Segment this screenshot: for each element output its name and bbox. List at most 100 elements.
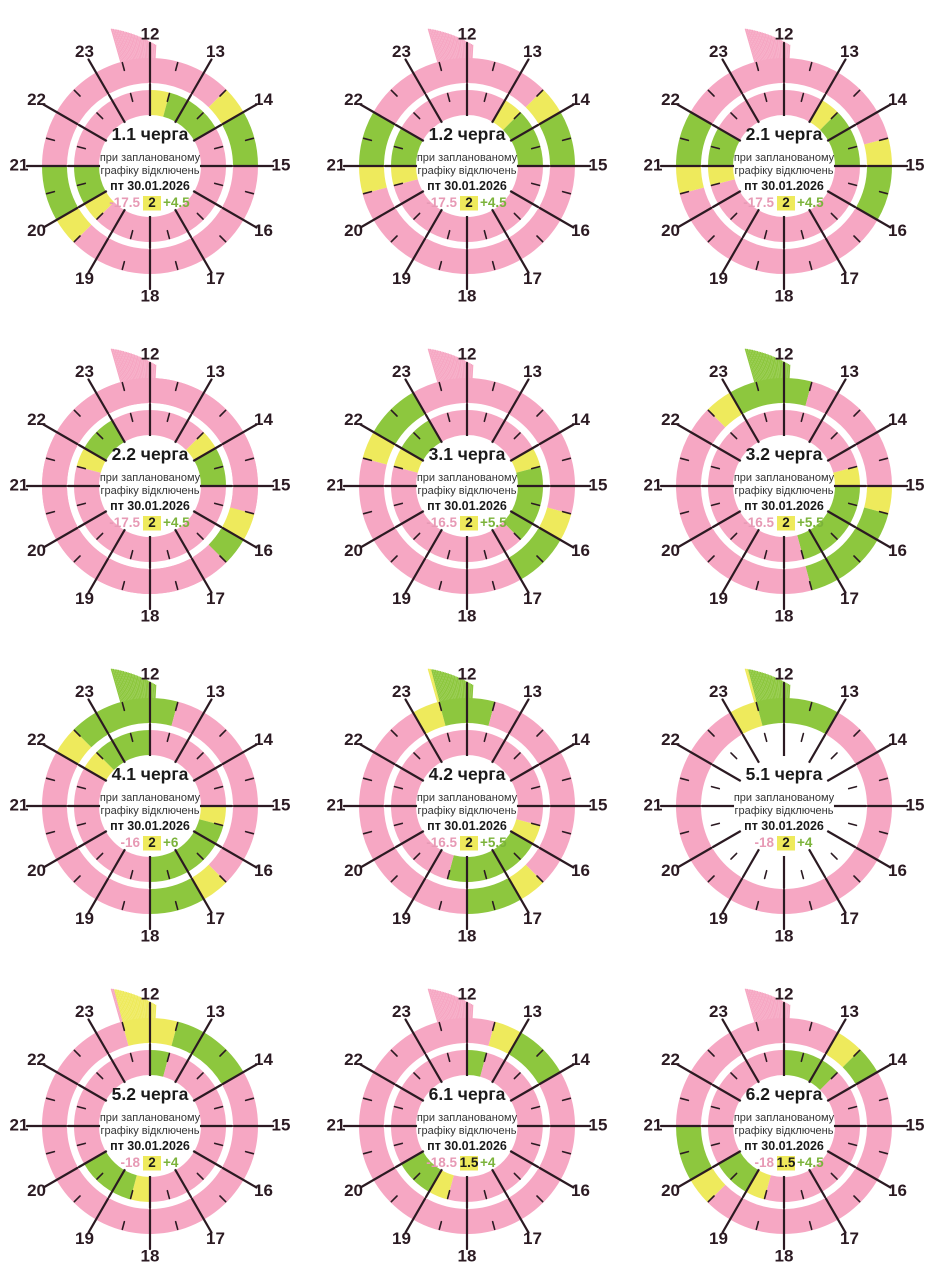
svg-text:19: 19 (392, 269, 411, 288)
svg-text:+4.5: +4.5 (797, 1155, 824, 1170)
svg-text:пт 30.01.2026: пт 30.01.2026 (110, 1139, 190, 1153)
svg-text:14: 14 (254, 730, 273, 749)
svg-text:пт 30.01.2026: пт 30.01.2026 (110, 179, 190, 193)
svg-text:2: 2 (148, 835, 156, 850)
svg-text:при запланованому: при запланованому (734, 472, 835, 484)
svg-text:+4: +4 (797, 835, 813, 850)
svg-text:14: 14 (888, 730, 907, 749)
svg-text:5.2 черга: 5.2 черга (112, 1084, 189, 1104)
svg-text:12: 12 (775, 984, 794, 1003)
svg-text:23: 23 (709, 682, 728, 701)
svg-text:20: 20 (661, 861, 680, 880)
svg-text:графіку відключень: графіку відключень (101, 485, 200, 497)
svg-text:-16.5: -16.5 (426, 515, 457, 530)
svg-text:21: 21 (644, 155, 663, 174)
svg-text:13: 13 (840, 682, 859, 701)
svg-text:13: 13 (840, 362, 859, 381)
svg-text:20: 20 (661, 541, 680, 560)
svg-text:13: 13 (840, 1002, 859, 1021)
svg-text:21: 21 (644, 1115, 663, 1134)
svg-text:14: 14 (888, 1050, 907, 1069)
svg-text:4.2 черга: 4.2 черга (429, 764, 506, 784)
svg-text:21: 21 (10, 475, 29, 494)
svg-text:1.5: 1.5 (777, 1155, 796, 1170)
svg-text:2: 2 (148, 1155, 156, 1170)
svg-text:19: 19 (392, 909, 411, 928)
svg-text:20: 20 (344, 541, 363, 560)
svg-text:16: 16 (888, 861, 907, 880)
svg-text:13: 13 (206, 1002, 225, 1021)
svg-text:12: 12 (458, 24, 477, 43)
svg-text:при запланованому: при запланованому (417, 792, 518, 804)
svg-text:3.1 черга: 3.1 черга (429, 444, 506, 464)
svg-text:-18.5: -18.5 (426, 1155, 457, 1170)
svg-text:-17.5: -17.5 (743, 195, 774, 210)
svg-text:16: 16 (254, 221, 273, 240)
svg-text:пт 30.01.2026: пт 30.01.2026 (744, 179, 824, 193)
svg-text:+5.5: +5.5 (480, 835, 507, 850)
svg-text:17: 17 (840, 269, 859, 288)
svg-text:20: 20 (27, 221, 46, 240)
svg-text:15: 15 (906, 475, 925, 494)
svg-text:графіку відключень: графіку відключень (418, 1125, 517, 1137)
svg-text:6.2 черга: 6.2 черга (746, 1084, 823, 1104)
svg-text:при запланованому: при запланованому (417, 472, 518, 484)
svg-text:пт 30.01.2026: пт 30.01.2026 (110, 499, 190, 513)
svg-text:19: 19 (392, 589, 411, 608)
svg-text:6.1 черга: 6.1 черга (429, 1084, 506, 1104)
svg-text:-16.5: -16.5 (426, 835, 457, 850)
svg-text:23: 23 (392, 1002, 411, 1021)
svg-text:пт 30.01.2026: пт 30.01.2026 (427, 179, 507, 193)
svg-text:16: 16 (888, 221, 907, 240)
svg-text:19: 19 (709, 269, 728, 288)
svg-text:4.1 черга: 4.1 черга (112, 764, 189, 784)
svg-text:22: 22 (661, 410, 680, 429)
svg-text:17: 17 (840, 909, 859, 928)
svg-text:+5.5: +5.5 (797, 515, 824, 530)
svg-text:19: 19 (75, 1229, 94, 1248)
svg-text:23: 23 (75, 42, 94, 61)
svg-text:14: 14 (888, 410, 907, 429)
svg-text:21: 21 (644, 795, 663, 814)
svg-text:пт 30.01.2026: пт 30.01.2026 (110, 819, 190, 833)
svg-text:15: 15 (906, 795, 925, 814)
svg-text:15: 15 (906, 1115, 925, 1134)
svg-text:14: 14 (571, 730, 590, 749)
svg-text:пт 30.01.2026: пт 30.01.2026 (744, 499, 824, 513)
svg-text:19: 19 (709, 589, 728, 608)
svg-text:2.2 черга: 2.2 черга (112, 444, 189, 464)
svg-text:13: 13 (523, 682, 542, 701)
svg-text:графіку відключень: графіку відключень (418, 805, 517, 817)
svg-text:18: 18 (458, 606, 477, 625)
svg-text:20: 20 (27, 861, 46, 880)
svg-text:при запланованому: при запланованому (417, 1112, 518, 1124)
svg-text:22: 22 (661, 90, 680, 109)
svg-text:19: 19 (75, 269, 94, 288)
svg-text:15: 15 (272, 155, 291, 174)
svg-text:22: 22 (27, 730, 46, 749)
svg-text:16: 16 (888, 541, 907, 560)
svg-text:22: 22 (344, 1050, 363, 1069)
svg-text:пт 30.01.2026: пт 30.01.2026 (744, 1139, 824, 1153)
svg-text:18: 18 (141, 286, 160, 305)
svg-text:15: 15 (589, 155, 608, 174)
svg-text:17: 17 (523, 1229, 542, 1248)
svg-text:-17.5: -17.5 (109, 195, 140, 210)
svg-text:14: 14 (571, 90, 590, 109)
svg-text:20: 20 (661, 1181, 680, 1200)
svg-text:23: 23 (392, 42, 411, 61)
svg-text:2: 2 (465, 835, 473, 850)
svg-text:12: 12 (141, 344, 160, 363)
svg-text:-18: -18 (754, 835, 774, 850)
svg-text:19: 19 (709, 909, 728, 928)
svg-text:12: 12 (141, 664, 160, 683)
svg-text:20: 20 (344, 221, 363, 240)
svg-text:19: 19 (75, 589, 94, 608)
svg-text:17: 17 (206, 909, 225, 928)
svg-text:графіку відключень: графіку відключень (418, 485, 517, 497)
svg-text:22: 22 (344, 410, 363, 429)
svg-text:21: 21 (327, 155, 346, 174)
svg-text:12: 12 (775, 344, 794, 363)
svg-text:23: 23 (709, 42, 728, 61)
svg-text:пт 30.01.2026: пт 30.01.2026 (427, 819, 507, 833)
